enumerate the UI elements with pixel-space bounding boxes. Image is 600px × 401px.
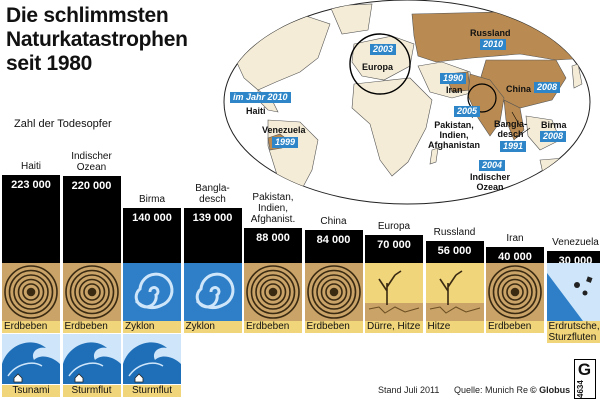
year-bangladesch: 1991 [500,141,527,152]
bar [486,247,544,263]
earthquake-icon [244,263,302,321]
map-label-pakistan: Pakistan, Indien, Afghanistan [428,120,481,150]
year-venezuela: 1999 [272,137,299,148]
earthquake-icon [62,263,121,321]
map-label-europa: Europa [362,62,394,72]
map-label-bangladesch: Bangla- desch [494,119,528,139]
cause-label: Erdrutsche, Sturzfluten [546,321,600,343]
bar [304,230,363,263]
map-label-indischer-ozean: Indischer Ozean [470,172,511,192]
year-indischer-ozean: 2004 [479,160,506,171]
value-label: 84 000 [316,234,351,246]
value-label: 88 000 [256,232,290,244]
map-label-haiti: Haiti [246,106,266,116]
value-label: 139 000 [192,212,233,224]
bar [365,235,423,263]
category-label: Russland [433,227,476,238]
cause-label: Erdbeben [304,321,363,333]
year-russland: 2010 [480,39,507,50]
cause-label: Zyklon [123,321,181,333]
map-label-venezuela: Venezuela [262,125,306,135]
globus-logo: G 4634 [574,359,596,399]
tsunami-icon [2,334,60,384]
cause-label: Zyklon [183,321,242,333]
secondary-cause-label: Sturmflut [62,385,121,397]
value-label: 40 000 [498,251,532,263]
drought-icon [425,263,484,321]
map-label-russland: Russland [470,28,511,38]
category-label: Europa [377,221,411,232]
footer-copyright: © Globus [530,385,571,395]
pakistan-india-region [467,73,505,137]
category-label: China [320,216,347,227]
cause-label: Erdbeben [2,321,60,333]
category-label: Iran [506,233,524,244]
secondary-cause-label: Sturmflut [123,385,181,397]
year-iran: 1990 [440,73,467,84]
flood-icon [62,334,121,384]
cause-label: Erdbeben [244,321,302,333]
bar [425,241,484,263]
year-birma: 2008 [540,131,567,142]
year-europa: 2003 [370,44,397,55]
flood-icon [123,334,181,384]
category-label: Venezuela [552,237,599,248]
map-label-birma: Birma [541,120,567,130]
map-label-china: China [506,84,532,94]
cause-label: Dürre, Hitze [365,321,423,333]
value-label: 30 000 [558,255,593,267]
bar [546,251,600,263]
cyclone-icon [183,263,242,321]
pakistan-circle [467,83,497,113]
footer-source: Quelle: Munich Re [454,385,529,395]
cause-label: Hitze [425,321,484,333]
earthquake-icon [486,263,544,321]
value-label: 70 000 [377,239,411,251]
drought-icon [365,263,423,321]
landslide-icon [546,263,600,321]
earthquake-icon [2,263,60,321]
bar [244,228,302,263]
y-axis-label: Zahl der Todesopfer [14,118,112,130]
cause-label: Erdbeben [486,321,544,333]
chart-title: Die schlimmsten Naturkatastrophen seit 1… [6,4,188,75]
cause-label: Erdbeben [62,321,121,333]
cyclone-icon [123,263,181,321]
bangladesh-birma-region [503,99,525,141]
footer-stand: Stand Juli 2011 [378,385,440,395]
year-pakistan: 2005 [454,106,481,117]
value-label: 56 000 [437,245,472,257]
earthquake-icon [304,263,363,321]
secondary-cause-label: Tsunami [2,385,60,397]
map-label-iran: Iran [446,85,463,95]
europa-circle [349,33,411,95]
bar [123,208,181,263]
value-label: 140 000 [132,212,172,224]
year-haiti: im Jahr 2010 [230,92,291,103]
bar [183,208,242,263]
year-china: 2008 [534,82,561,93]
